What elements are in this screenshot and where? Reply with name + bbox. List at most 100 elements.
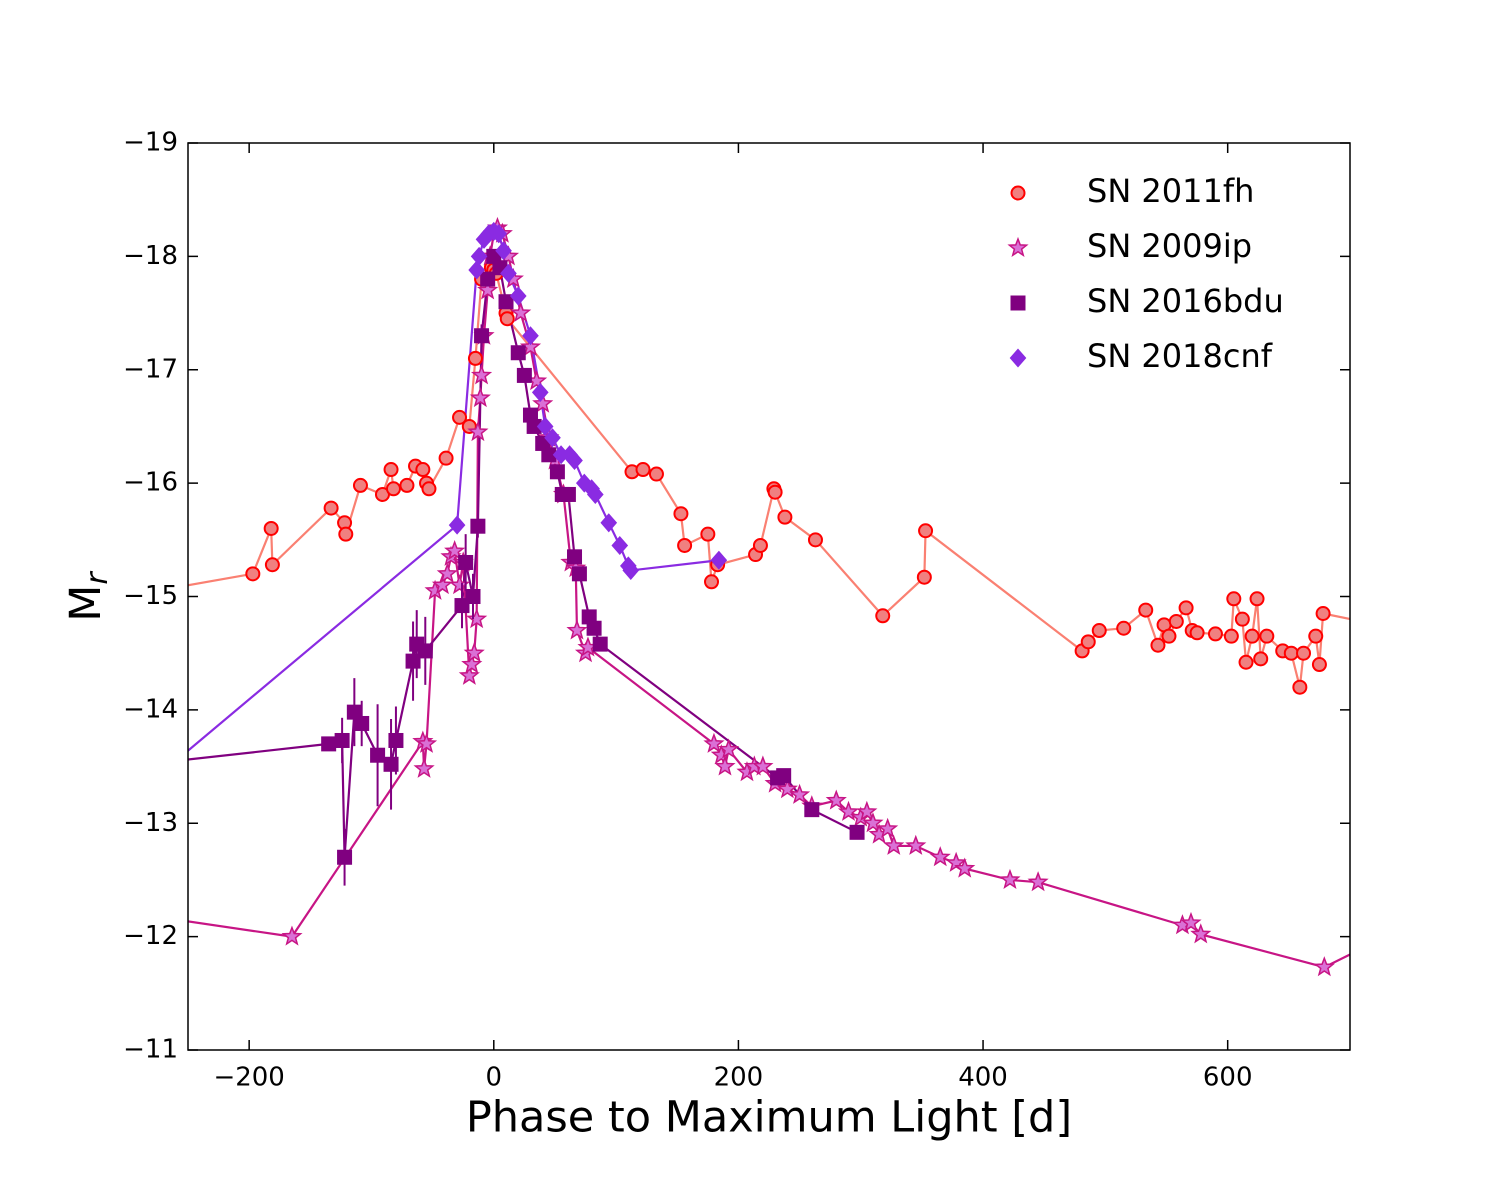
point: [281, 925, 303, 946]
point: [710, 550, 728, 570]
y-tick-label: −11: [123, 1035, 178, 1065]
point: [700, 526, 716, 542]
y-tick-label: −17: [123, 354, 178, 384]
point: [454, 598, 470, 614]
point: [600, 513, 618, 533]
point: [352, 477, 368, 493]
point: [415, 732, 438, 753]
point: [566, 619, 588, 640]
point: [571, 566, 587, 582]
point: [467, 420, 489, 442]
point: [849, 824, 865, 840]
point: [532, 392, 554, 413]
point: [1313, 956, 1335, 977]
y-tick-label: −16: [123, 468, 178, 498]
axes-frame: [187, 142, 1351, 1051]
point: [465, 589, 481, 604]
point: [383, 462, 399, 478]
point: [1259, 628, 1275, 644]
point: [954, 857, 976, 878]
point: [263, 520, 279, 536]
point: [916, 569, 932, 585]
legend-marker: [1010, 295, 1026, 311]
point: [458, 664, 480, 685]
point: [444, 540, 466, 561]
point: [522, 326, 539, 346]
point: [498, 294, 514, 310]
point: [862, 812, 884, 833]
point: [1283, 645, 1299, 661]
point: [1292, 679, 1308, 695]
point: [334, 732, 350, 748]
point: [1180, 911, 1202, 933]
point: [586, 620, 602, 636]
point: [1356, 615, 1369, 628]
point: [413, 757, 435, 778]
point: [1223, 628, 1239, 644]
point: [338, 526, 354, 542]
point: [470, 364, 493, 385]
point: [549, 464, 565, 480]
point: [470, 518, 486, 534]
point: [1161, 628, 1177, 644]
series-line: [188, 266, 1350, 688]
point: [1253, 651, 1269, 667]
y-tick-label: −15: [123, 581, 178, 611]
point: [875, 608, 891, 624]
point: [883, 834, 905, 855]
point: [399, 477, 415, 493]
point: [536, 416, 554, 436]
point: [469, 386, 491, 408]
point: [499, 311, 515, 327]
point: [531, 382, 549, 402]
point: [1138, 602, 1154, 618]
x-tick-label: 400: [958, 1063, 1008, 1093]
y-tick-label: −19: [123, 128, 178, 158]
point: [1207, 626, 1223, 642]
point: [622, 560, 640, 580]
point: [415, 462, 431, 478]
point: [929, 846, 951, 867]
point: [1027, 871, 1049, 892]
point: [544, 428, 561, 448]
point: [1315, 606, 1331, 622]
point: [245, 566, 261, 582]
point: [448, 515, 466, 535]
point: [466, 608, 488, 629]
point: [776, 778, 798, 799]
point: [519, 335, 542, 357]
point: [463, 642, 485, 663]
point: [905, 834, 927, 855]
x-tick-label: −200: [213, 1063, 284, 1093]
point: [837, 800, 860, 821]
point: [1366, 933, 1383, 949]
point: [421, 481, 437, 497]
point: [877, 817, 899, 838]
series-line: [188, 230, 719, 753]
point: [1080, 634, 1096, 650]
plot-area: [188, 216, 1383, 977]
point: [477, 279, 499, 300]
point: [1168, 613, 1184, 629]
point: [586, 484, 604, 504]
point: [567, 549, 583, 565]
legend: SN 2011fh SN 2009ip SN 2016bdu SN 2018cnf: [1007, 172, 1284, 375]
point: [1244, 628, 1260, 644]
point: [776, 768, 792, 784]
point: [510, 301, 532, 323]
point: [1116, 620, 1132, 636]
point: [752, 755, 774, 776]
point: [1238, 654, 1254, 670]
y-axis-label-main: M: [61, 585, 111, 622]
point: [777, 509, 793, 525]
legend-marker: [1009, 348, 1027, 368]
legend-label: SN 2011fh: [1087, 172, 1254, 210]
point: [337, 849, 353, 865]
point: [918, 523, 934, 539]
axes: −200 0 200 400 600 −11 −12 −13 −14 −15 −16 −17 −18 −1…: [123, 128, 1350, 1093]
point: [510, 345, 526, 361]
point: [1091, 623, 1107, 639]
point: [704, 574, 720, 590]
point: [474, 328, 490, 344]
